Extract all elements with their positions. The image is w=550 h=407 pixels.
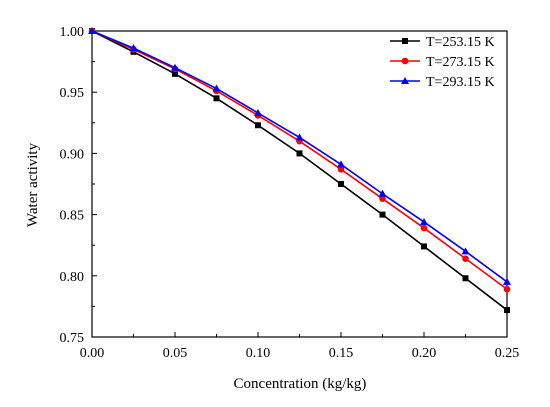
series-line: [91, 30, 508, 311]
data-point: [338, 181, 344, 187]
data-point: [88, 27, 96, 34]
data-point: [503, 277, 511, 285]
data-point: [420, 217, 428, 225]
legend-item: T=253.15 K: [390, 35, 495, 50]
data-point: [172, 70, 178, 77]
legend-item: T=273.15 K: [390, 55, 495, 70]
y-tick-label: 0.80: [60, 270, 85, 285]
data-point: [462, 275, 469, 282]
data-point: [337, 166, 345, 173]
legend-marker: [401, 57, 409, 65]
x-axis-title: Concentration (kg/kg): [234, 376, 367, 392]
data-point: [379, 195, 386, 202]
legend: T=253.15 K T=273.15 K T=293.15 K: [390, 35, 495, 90]
legend-marker: [402, 38, 408, 44]
data-point: [171, 63, 179, 71]
data-point: [378, 189, 387, 197]
data-point: [212, 84, 221, 92]
y-tick-label: 0.90: [60, 147, 85, 162]
x-tick-label: 0.05: [163, 346, 188, 361]
data-point: [296, 150, 303, 157]
data-point: [420, 224, 428, 232]
legend-label: T=273.15 K: [426, 55, 495, 70]
series-group-item: [89, 28, 510, 314]
legend-item: T=293.15 K: [390, 75, 495, 90]
data-point: [421, 243, 427, 250]
series-group: [88, 27, 511, 314]
data-point: [461, 247, 470, 255]
axes: 0.00 0.05 0.10 0.15 0.20 0.25 0.75 0.80 0.85 0.90…: [60, 25, 520, 361]
data-point: [295, 133, 304, 141]
series-group-item: [88, 27, 511, 285]
x-tick-label: 0.20: [412, 346, 437, 361]
data-point: [129, 44, 138, 52]
legend-marker: [401, 77, 409, 84]
x-tick-label: 0.25: [495, 346, 520, 361]
y-tick-label: 1.00: [60, 25, 85, 40]
y-tick-label: 0.95: [60, 86, 85, 101]
data-point: [379, 211, 386, 218]
x-tick-label: 0.00: [80, 346, 105, 361]
legend-label: T=293.15 K: [426, 75, 495, 90]
legend-label: T=253.15 K: [426, 35, 495, 50]
data-point: [504, 307, 510, 314]
y-axis-title: Water activity: [25, 142, 41, 227]
x-tick-label: 0.15: [329, 346, 354, 361]
data-point: [255, 122, 261, 129]
data-point: [503, 285, 511, 293]
data-point: [462, 255, 469, 262]
data-point: [254, 109, 262, 117]
data-point: [213, 95, 220, 102]
data-point: [337, 160, 345, 168]
y-tick-label: 0.85: [60, 209, 85, 224]
x-tick-label: 0.10: [246, 346, 271, 361]
y-tick-label: 0.75: [60, 331, 85, 346]
